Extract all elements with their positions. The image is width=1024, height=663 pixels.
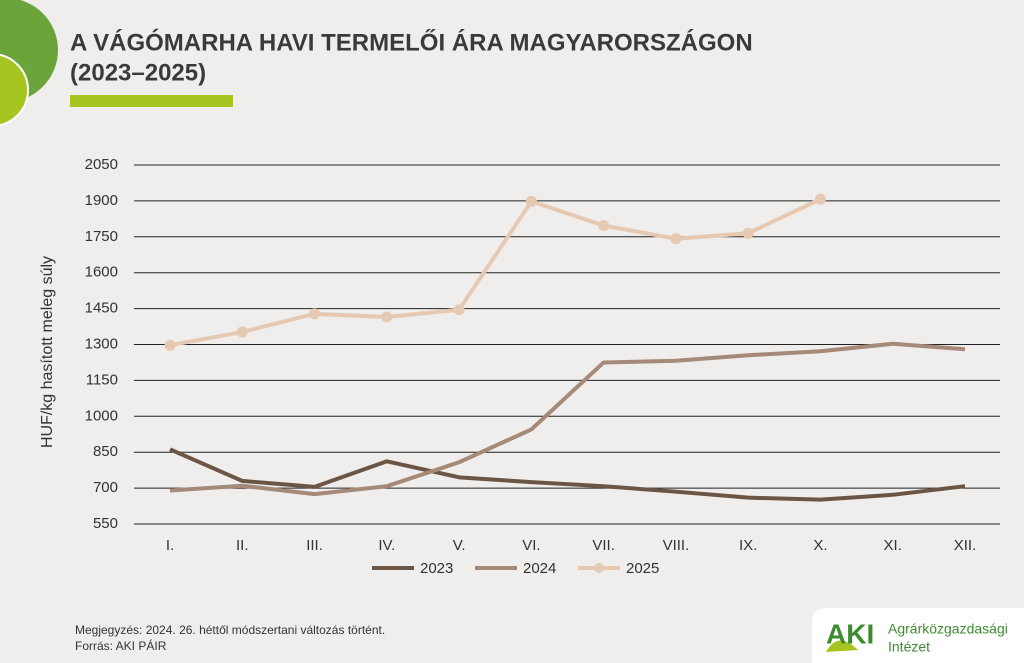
series-line bbox=[169, 341, 966, 497]
note: Forrás: AKI PÁIR bbox=[75, 638, 167, 653]
title-underline bbox=[70, 95, 233, 107]
logo-text: Agrárközgazdasági bbox=[888, 621, 1008, 637]
y-tick-label: 1900 bbox=[85, 192, 118, 209]
decor-circle bbox=[0, 53, 29, 127]
series-line bbox=[169, 197, 822, 348]
legend-label: 2023 bbox=[420, 560, 453, 577]
point bbox=[309, 308, 321, 320]
x-tick-label: XI. bbox=[884, 537, 902, 554]
point bbox=[525, 195, 537, 207]
y-tick-label: 1300 bbox=[85, 335, 118, 352]
legend-label: 2025 bbox=[626, 560, 659, 577]
x-tick-label: X. bbox=[813, 537, 827, 554]
x-tick-label: VII. bbox=[592, 537, 615, 554]
point bbox=[598, 220, 610, 232]
point bbox=[381, 311, 393, 323]
series-line bbox=[169, 447, 966, 502]
y-axis-label: HUF/kg hasított meleg súly bbox=[39, 256, 56, 448]
logo-icon bbox=[826, 640, 858, 652]
y-tick-label: 1150 bbox=[86, 371, 118, 388]
y-tick-label: 1000 bbox=[85, 407, 118, 424]
chart-title: (2023–2025) bbox=[70, 59, 206, 86]
point bbox=[670, 233, 682, 245]
x-tick-label: V. bbox=[453, 537, 466, 554]
point bbox=[164, 339, 176, 351]
legend-marker bbox=[594, 563, 604, 573]
y-tick-label: 850 bbox=[93, 443, 118, 460]
chart-title: A VÁGÓMARHA HAVI TERMELŐI ÁRA MAGYARORSZ… bbox=[70, 28, 753, 56]
point bbox=[814, 193, 826, 205]
x-tick-label: II. bbox=[236, 537, 249, 554]
y-tick-label: 1450 bbox=[85, 300, 118, 317]
point bbox=[236, 326, 248, 338]
note: Megjegyzés: 2024. 26. héttől módszertani… bbox=[75, 623, 385, 637]
point bbox=[453, 304, 465, 316]
y-tick-label: 550 bbox=[93, 515, 118, 532]
logo-text: Intézet bbox=[888, 639, 930, 655]
y-tick-label: 1600 bbox=[85, 264, 118, 281]
y-tick-label: 1750 bbox=[85, 228, 118, 245]
x-tick-label: VI. bbox=[522, 537, 540, 554]
logo-background bbox=[812, 608, 1024, 663]
point bbox=[742, 227, 754, 239]
x-tick-label: III. bbox=[306, 537, 323, 554]
x-tick-label: IX. bbox=[739, 537, 757, 554]
decor-circle bbox=[0, 54, 28, 126]
x-tick-label: XII. bbox=[954, 537, 977, 554]
logo-mark: AKI bbox=[826, 618, 874, 649]
x-tick-label: I. bbox=[166, 537, 174, 554]
y-tick-label: 2050 bbox=[85, 156, 118, 173]
y-tick-label: 700 bbox=[93, 479, 118, 496]
x-tick-label: VIII. bbox=[663, 537, 690, 554]
legend-label: 2024 bbox=[523, 560, 556, 577]
x-tick-label: IV. bbox=[378, 537, 395, 554]
